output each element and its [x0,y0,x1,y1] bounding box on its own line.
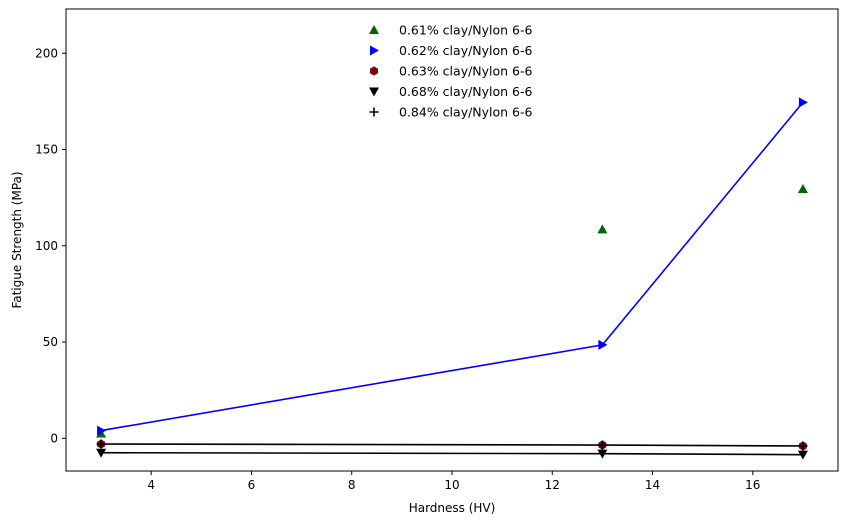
series-markers [96,97,808,460]
y-tick-label: 0 [50,431,58,445]
legend-marker-1 [369,25,379,34]
legend-label-1: 0.61% clay/Nylon 6-6 [399,23,533,38]
legend-label-4: 0.68% clay/Nylon 6-6 [399,84,533,99]
x-tick-label: 16 [745,478,760,492]
data-point-s5-p1 [96,439,106,449]
legend-marker-3 [370,66,378,76]
y-tick-label: 150 [35,143,58,157]
plot-area [65,8,839,472]
x-tick-label: 6 [248,478,256,492]
data-point-s5-p3 [798,441,808,451]
legend: 0.61% clay/Nylon 6-6 0.62% clay/Nylon 6-6… [369,23,533,120]
data-point-s1-p2 [597,224,608,234]
data-point-s4-p3 [797,450,808,460]
legend-label-2: 0.62% clay/Nylon 6-6 [399,43,533,58]
x-axis-ticks: 4 6 8 10 12 14 16 [147,471,760,492]
legend-marker-2 [370,45,379,56]
x-tick-label: 8 [348,478,356,492]
y-tick-label: 100 [35,239,58,253]
x-tick-label: 12 [545,478,560,492]
data-point-s5-p2 [597,440,607,450]
x-tick-label: 14 [645,478,660,492]
data-point-s1-p3 [797,183,808,193]
legend-label-5: 0.84% clay/Nylon 6-6 [399,105,533,120]
x-tick-label: 4 [147,478,155,492]
y-axis-label: Fatigue Strength (MPa) [10,171,24,308]
x-axis-label: Hardness (HV) [409,501,496,515]
data-point-s4-p2 [597,449,608,459]
legend-label-3: 0.63% clay/Nylon 6-6 [399,64,533,79]
legend-marker-4 [369,87,379,97]
y-tick-label: 50 [43,335,58,349]
y-tick-label: 200 [35,46,58,60]
y-axis-ticks: 0 50 100 150 200 [35,46,66,445]
x-tick-label: 10 [444,478,459,492]
data-point-s4-p1 [96,448,107,458]
legend-marker-5 [369,107,379,117]
data-point-s2-p2 [598,339,608,350]
data-point-s2-p1 [97,425,107,436]
data-point-s2-p3 [798,97,808,108]
